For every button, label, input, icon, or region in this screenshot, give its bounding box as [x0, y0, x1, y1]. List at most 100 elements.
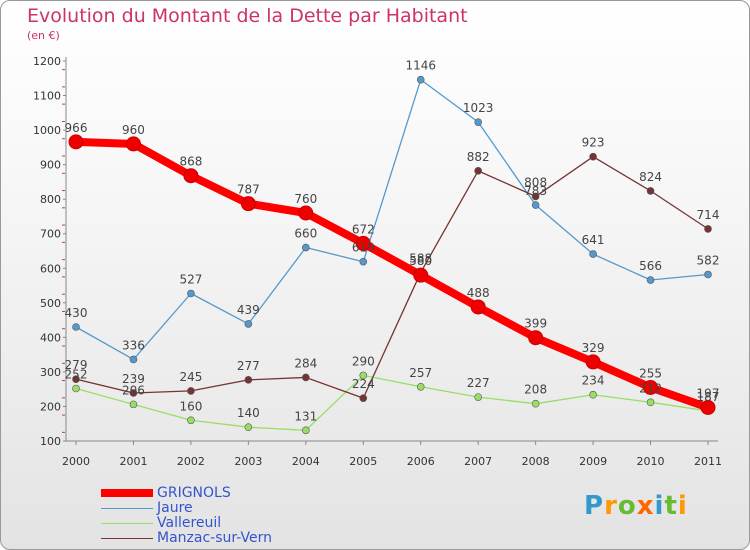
data-label: 439 [237, 303, 260, 317]
y-tick-label: 800 [40, 193, 61, 206]
data-label: 234 [582, 374, 605, 388]
chart-title: Evolution du Montant de la Dette par Hab… [27, 5, 468, 27]
data-label: 760 [294, 192, 317, 206]
data-label: 966 [65, 121, 88, 135]
data-label: 430 [65, 306, 88, 320]
logo-letter: o [617, 491, 637, 521]
data-label: 212 [639, 381, 662, 395]
data-point [413, 267, 429, 283]
data-label: 808 [524, 175, 547, 189]
data-label: 131 [294, 409, 317, 423]
data-point [589, 250, 597, 258]
data-point [589, 152, 597, 161]
data-point [240, 196, 256, 212]
proxiti-logo: Proxiti [584, 491, 688, 521]
logo-letter: P [584, 491, 605, 521]
data-point [187, 289, 195, 298]
data-label: 208 [524, 383, 547, 397]
legend-label-manzac: Manzac-sur-Vern [157, 530, 272, 546]
x-tick-label: 2008 [522, 455, 550, 468]
data-point [359, 257, 368, 266]
data-point [359, 394, 368, 402]
data-point [359, 371, 368, 380]
data-label: 197 [697, 386, 720, 400]
data-label: 245 [179, 370, 202, 384]
data-point [125, 136, 141, 152]
data-point [68, 134, 84, 150]
x-tick-label: 2004 [292, 455, 320, 468]
data-label: 714 [697, 208, 720, 222]
logo-letter: t [664, 491, 678, 521]
data-point [643, 379, 659, 395]
data-point [700, 399, 716, 415]
data-label: 783 [524, 184, 547, 198]
x-tick-label: 2003 [234, 455, 262, 468]
x-tick-label: 2005 [349, 455, 377, 468]
y-tick-label: 700 [40, 228, 61, 241]
data-point [183, 168, 199, 184]
data-label: 206 [122, 383, 145, 397]
legend-swatch-vallereuil [101, 523, 153, 524]
data-point [528, 330, 544, 346]
data-label: 641 [582, 233, 605, 247]
data-point [470, 299, 486, 315]
data-label: 227 [467, 376, 490, 390]
data-label: 868 [179, 155, 202, 169]
x-tick-label: 2000 [62, 455, 90, 468]
series-line-grignols [72, 137, 712, 412]
data-label: 923 [582, 136, 605, 150]
data-point [244, 423, 253, 431]
data-label: 619 [352, 241, 375, 255]
data-label: 824 [639, 170, 662, 184]
logo-letter: x [636, 491, 655, 521]
data-point [302, 426, 310, 435]
y-tick-label: 900 [40, 159, 61, 172]
data-label: 290 [352, 354, 375, 368]
data-point [129, 400, 138, 409]
data-label: 336 [122, 338, 145, 352]
data-point [646, 276, 655, 284]
data-label: 329 [582, 341, 605, 355]
data-point [646, 398, 655, 407]
data-point [589, 390, 597, 399]
data-label: 588 [409, 251, 432, 265]
x-tick-label: 2001 [119, 455, 147, 468]
data-point [474, 118, 482, 126]
legend-label-jaure: Jaure [157, 500, 193, 516]
data-label: 257 [409, 366, 432, 380]
legend-swatch-grignols [101, 489, 153, 497]
data-point [585, 354, 601, 370]
data-point [416, 382, 425, 391]
logo-letter: r [604, 491, 618, 521]
data-point [474, 393, 482, 401]
data-point [704, 225, 712, 233]
y-tick-label: 200 [40, 400, 61, 413]
legend-label-vallereuil: Vallereuil [157, 515, 222, 531]
legend-label-grignols: GRIGNOLS [157, 485, 231, 501]
y-tick-label: 600 [40, 262, 61, 275]
data-point [72, 375, 80, 383]
data-point [187, 416, 195, 425]
data-point [129, 355, 138, 364]
legend-swatch-manzac [101, 538, 153, 539]
legend-swatch-jaure [101, 508, 153, 509]
data-label: 239 [122, 372, 145, 386]
data-point [646, 187, 655, 195]
data-label: 284 [294, 356, 317, 370]
data-label: 1146 [405, 59, 436, 73]
data-point [531, 192, 540, 201]
data-label: 140 [237, 406, 260, 420]
data-point [298, 205, 314, 221]
data-point [244, 320, 253, 328]
data-label: 488 [467, 286, 490, 300]
data-label: 277 [237, 359, 260, 373]
y-tick-label: 300 [40, 366, 61, 379]
data-point [531, 399, 540, 408]
data-label: 672 [352, 222, 375, 236]
data-point [416, 75, 425, 84]
y-tick-label: 500 [40, 297, 61, 310]
y-tick-label: 100 [40, 435, 61, 448]
y-tick-label: 1100 [33, 90, 61, 103]
series-line-vallereuil [75, 374, 709, 431]
